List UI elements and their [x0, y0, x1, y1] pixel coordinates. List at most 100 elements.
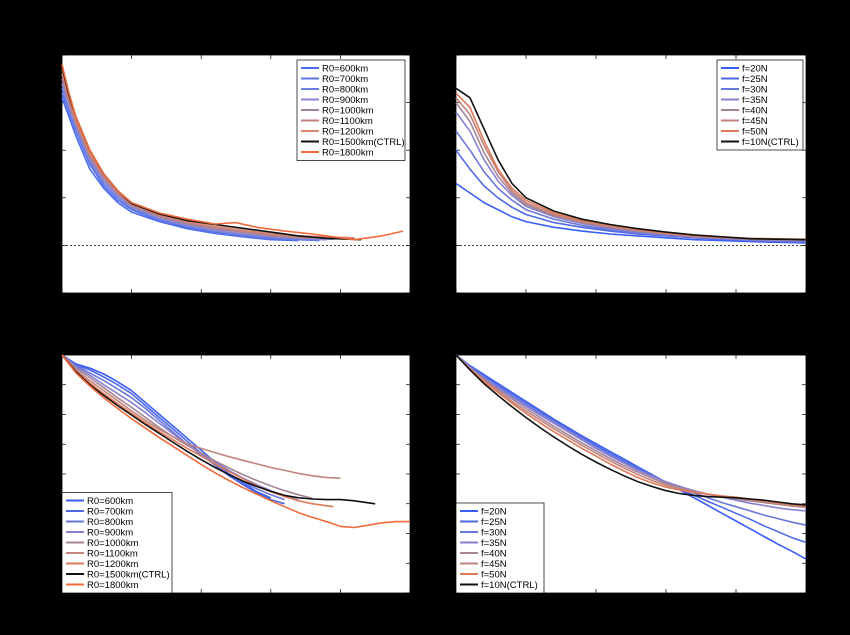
- series-line: [61, 354, 334, 508]
- y-axis-label: Rvmax/Rvmax0: [417, 442, 435, 506]
- series-line: [455, 182, 807, 244]
- y-tick-label: 4: [445, 98, 451, 110]
- x-axis-label: τ/Tvmax0: [217, 612, 257, 630]
- legend-label: f=35N: [481, 538, 507, 549]
- legend-box: [455, 502, 545, 594]
- legend-label: f=25N: [742, 74, 768, 85]
- series-line: [61, 354, 285, 505]
- x-tick-label: 5: [129, 597, 135, 609]
- y-tick-label: 0.7: [42, 529, 57, 541]
- series-line: [455, 354, 807, 526]
- x-tick-label: 5: [523, 297, 529, 309]
- series-line: [455, 354, 807, 544]
- y-tick-label: 4: [51, 98, 57, 110]
- x-tick-label: 25: [800, 597, 812, 609]
- y-tick-label: 0.7: [436, 529, 451, 541]
- x-axis-label: τ/Tvmax0: [612, 312, 652, 330]
- legend-label: R0=600km: [322, 64, 368, 75]
- x-tick-label: 25: [404, 597, 416, 609]
- legend: R0=600kmR0=700kmR0=800kmR0=900kmR0=1000k…: [296, 59, 406, 161]
- legend-label: R0=1200km: [87, 559, 139, 570]
- legend-label: R0=1500km(CTRL): [322, 137, 405, 148]
- legend: R0=600kmR0=700kmR0=800kmR0=900kmR0=1000k…: [61, 492, 173, 594]
- legend-label: R0=1800km: [322, 148, 374, 159]
- legend-label: R0=1000km: [87, 538, 139, 549]
- series-line: [61, 354, 299, 501]
- series-line: [61, 354, 376, 505]
- legend-label: R0=900km: [87, 528, 133, 539]
- y-tick-label: 0.85: [430, 439, 451, 451]
- x-tick-label: 10: [590, 297, 602, 309]
- y-tick-label: 0.65: [36, 558, 57, 570]
- x-tick-label: 10: [590, 597, 602, 609]
- legend-label: R0=900km: [322, 95, 368, 106]
- x-tick-label: 5: [129, 297, 135, 309]
- series-line: [61, 88, 327, 241]
- y-axis-label: T_y/Tvmax: [417, 149, 435, 199]
- y-tick-label: 0.95: [36, 380, 57, 392]
- x-axis-label: τ/Tvmax0: [217, 312, 257, 330]
- x-tick-label: 10: [195, 297, 207, 309]
- y-tick-label: 0.95: [430, 380, 451, 392]
- series-line: [61, 354, 285, 501]
- legend-label: R0=700km: [87, 507, 133, 518]
- y-tick-label: 1: [445, 350, 451, 362]
- x-axis-label: τ/Tvmax0: [612, 612, 652, 630]
- legend: f=20Nf=25Nf=30Nf=35Nf=40Nf=45Nf=50Nf=10N…: [716, 59, 804, 151]
- x-tick-label: 15: [660, 297, 672, 309]
- y-tick-label: 0.75: [36, 499, 57, 511]
- legend-label: f=25N: [481, 517, 507, 528]
- series-line: [455, 354, 807, 506]
- x-tick-label: 20: [334, 297, 346, 309]
- legend-label: R0=800km: [322, 85, 368, 96]
- legend: f=20Nf=25Nf=30Nf=35Nf=40Nf=45Nf=50Nf=10N…: [455, 502, 545, 594]
- y-tick-label: 0.65: [430, 558, 451, 570]
- legend-label: f=10N(CTRL): [481, 580, 538, 591]
- y-tick-label: 0: [51, 288, 57, 300]
- y-axis-label: Rvmax/Rvmax0: [23, 442, 41, 506]
- chart-panel-top-right: 0 5 10 15 20 25012345τ/Tvmax0T_y/Tvmaxf=20Nf=…: [417, 50, 812, 330]
- x-tick-label: 15: [660, 597, 672, 609]
- chart-panel-bottom-right: 0 5 10 15 20 25 0.6 0.65 0.7 0.75 0.8 0.85 0.9 0.95 1 τ…: [417, 350, 812, 630]
- series-line: [61, 83, 334, 240]
- legend-label: f=35N: [742, 95, 768, 106]
- legend-label: R0=600km: [87, 496, 133, 507]
- legend-label: R0=1100km: [87, 549, 138, 560]
- legend-label: R0=1200km: [322, 127, 374, 138]
- legend-label: R0=1500km(CTRL): [87, 570, 170, 581]
- x-tick-label: 25: [404, 297, 416, 309]
- y-tick-label: 0.6: [42, 588, 57, 600]
- x-tick-label: 0: [453, 597, 459, 609]
- chart-panel-bottom-left: 0 5 10 15 20 25 0.6 0.65 0.7 0.75 0.8 0.85 0.9 0.95 1 τ…: [23, 350, 416, 630]
- y-tick-label: 0.75: [430, 499, 451, 511]
- y-tick-label: 0.8: [436, 469, 451, 481]
- series-line: [61, 97, 299, 242]
- y-tick-label: 5: [445, 50, 451, 62]
- y-tick-label: 0.9: [436, 410, 451, 422]
- x-tick-label: 20: [730, 297, 742, 309]
- y-tick-label: 0: [445, 288, 451, 300]
- y-tick-label: 0.9: [42, 410, 57, 422]
- legend-label: f=45N: [742, 116, 768, 127]
- y-tick-label: 2: [445, 193, 451, 205]
- legend-label: R0=1000km: [322, 106, 374, 117]
- x-tick-label: 5: [523, 597, 529, 609]
- legend-label: R0=1100km: [322, 116, 373, 127]
- y-tick-label: 3: [51, 145, 57, 157]
- series-line: [61, 354, 341, 479]
- x-tick-label: 20: [730, 597, 742, 609]
- x-tick-label: 0: [453, 297, 459, 309]
- series-line: [61, 354, 313, 500]
- legend-label: R0=800km: [87, 517, 133, 528]
- x-tick-label: 25: [800, 297, 812, 309]
- series-line: [455, 87, 807, 241]
- legend-label: f=50N: [481, 570, 507, 581]
- legend-label: f=45N: [481, 559, 507, 570]
- series-line: [61, 78, 341, 240]
- y-tick-label: 5: [51, 50, 57, 62]
- legend-box: [716, 59, 804, 151]
- series-line: [61, 64, 404, 241]
- x-tick-label: 15: [265, 297, 277, 309]
- legend-label: f=50N: [742, 127, 768, 138]
